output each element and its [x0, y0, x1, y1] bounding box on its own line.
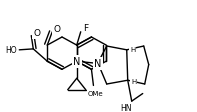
Text: F: F: [83, 24, 88, 33]
Text: H: H: [130, 46, 135, 52]
Text: OMe: OMe: [88, 90, 103, 96]
Text: O: O: [54, 25, 61, 34]
Text: HN: HN: [120, 103, 131, 112]
Text: H: H: [131, 79, 136, 84]
Text: O: O: [34, 29, 41, 38]
Text: N: N: [73, 57, 80, 67]
Text: HO: HO: [6, 46, 17, 55]
Text: N: N: [94, 59, 101, 69]
